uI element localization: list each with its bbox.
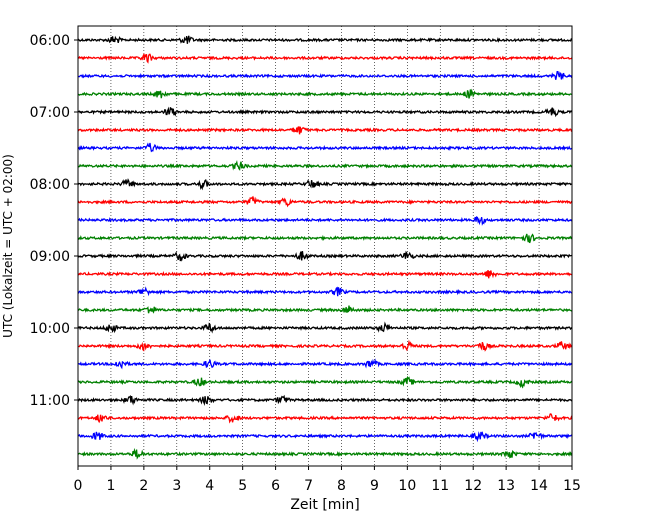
y-tick-label: 08:00 <box>30 177 70 193</box>
trace-0930 <box>77 286 573 297</box>
trace-0900 <box>77 250 573 262</box>
x-tick-label: 8 <box>337 478 346 494</box>
x-tick-label: 6 <box>271 478 280 494</box>
trace-0745 <box>77 160 573 171</box>
x-tick-label: 9 <box>370 478 379 494</box>
trace-1130 <box>77 431 573 443</box>
trace-0600 <box>77 35 573 44</box>
y-tick-label: 09:00 <box>30 249 70 265</box>
trace-1100 <box>77 394 573 407</box>
x-tick-label: 5 <box>238 478 247 494</box>
y-tick-label: 06:00 <box>30 33 70 49</box>
x-tick-label: 7 <box>304 478 313 494</box>
trace-0715 <box>77 126 573 135</box>
trace-1145 <box>77 447 573 460</box>
trace-1030 <box>77 358 573 370</box>
y-tick-label: 11:00 <box>30 393 70 409</box>
y-axis-ticks: 06:00 07:00 08:00 09:00 10:00 11:00 <box>30 33 78 409</box>
x-axis-ticks: 0 1 2 3 4 5 6 7 8 9 10 11 12 13 14 15 <box>74 466 581 494</box>
trace-0800 <box>77 178 573 191</box>
x-tick-label: 12 <box>464 478 482 494</box>
grid-lines <box>110 26 540 466</box>
trace-0645 <box>77 88 573 99</box>
x-tick-label: 0 <box>74 478 83 494</box>
plot-frame <box>77 25 573 467</box>
y-tick-label: 07:00 <box>30 105 70 121</box>
x-tick-label: 10 <box>398 478 416 494</box>
trace-0915 <box>77 270 573 279</box>
x-tick-label: 1 <box>106 478 115 494</box>
x-tick-label: 4 <box>205 478 214 494</box>
x-tick-label: 15 <box>563 478 581 494</box>
trace-0630 <box>77 70 573 80</box>
x-tick-label: 13 <box>497 478 515 494</box>
trace-0615 <box>77 52 573 64</box>
seismogram-traces <box>77 35 573 460</box>
y-axis-title: UTC (Lokalzeit = UTC + 02:00) <box>1 154 15 338</box>
x-axis-title: Zeit [min] <box>290 497 359 513</box>
trace-0815 <box>77 195 573 208</box>
x-tick-label: 11 <box>431 478 449 494</box>
y-tick-label: 10:00 <box>30 321 70 337</box>
trace-1115 <box>77 413 573 424</box>
trace-0730 <box>77 142 573 153</box>
trace-0945 <box>78 305 573 314</box>
trace-0700 <box>77 106 573 118</box>
x-tick-label: 2 <box>139 478 148 494</box>
x-tick-label: 14 <box>530 478 548 494</box>
trace-0845 <box>77 233 573 244</box>
trace-0830 <box>77 215 573 226</box>
trace-1045 <box>77 375 573 389</box>
trace-1000 <box>77 321 573 334</box>
x-tick-label: 3 <box>172 478 181 494</box>
trace-1015 <box>77 339 573 352</box>
